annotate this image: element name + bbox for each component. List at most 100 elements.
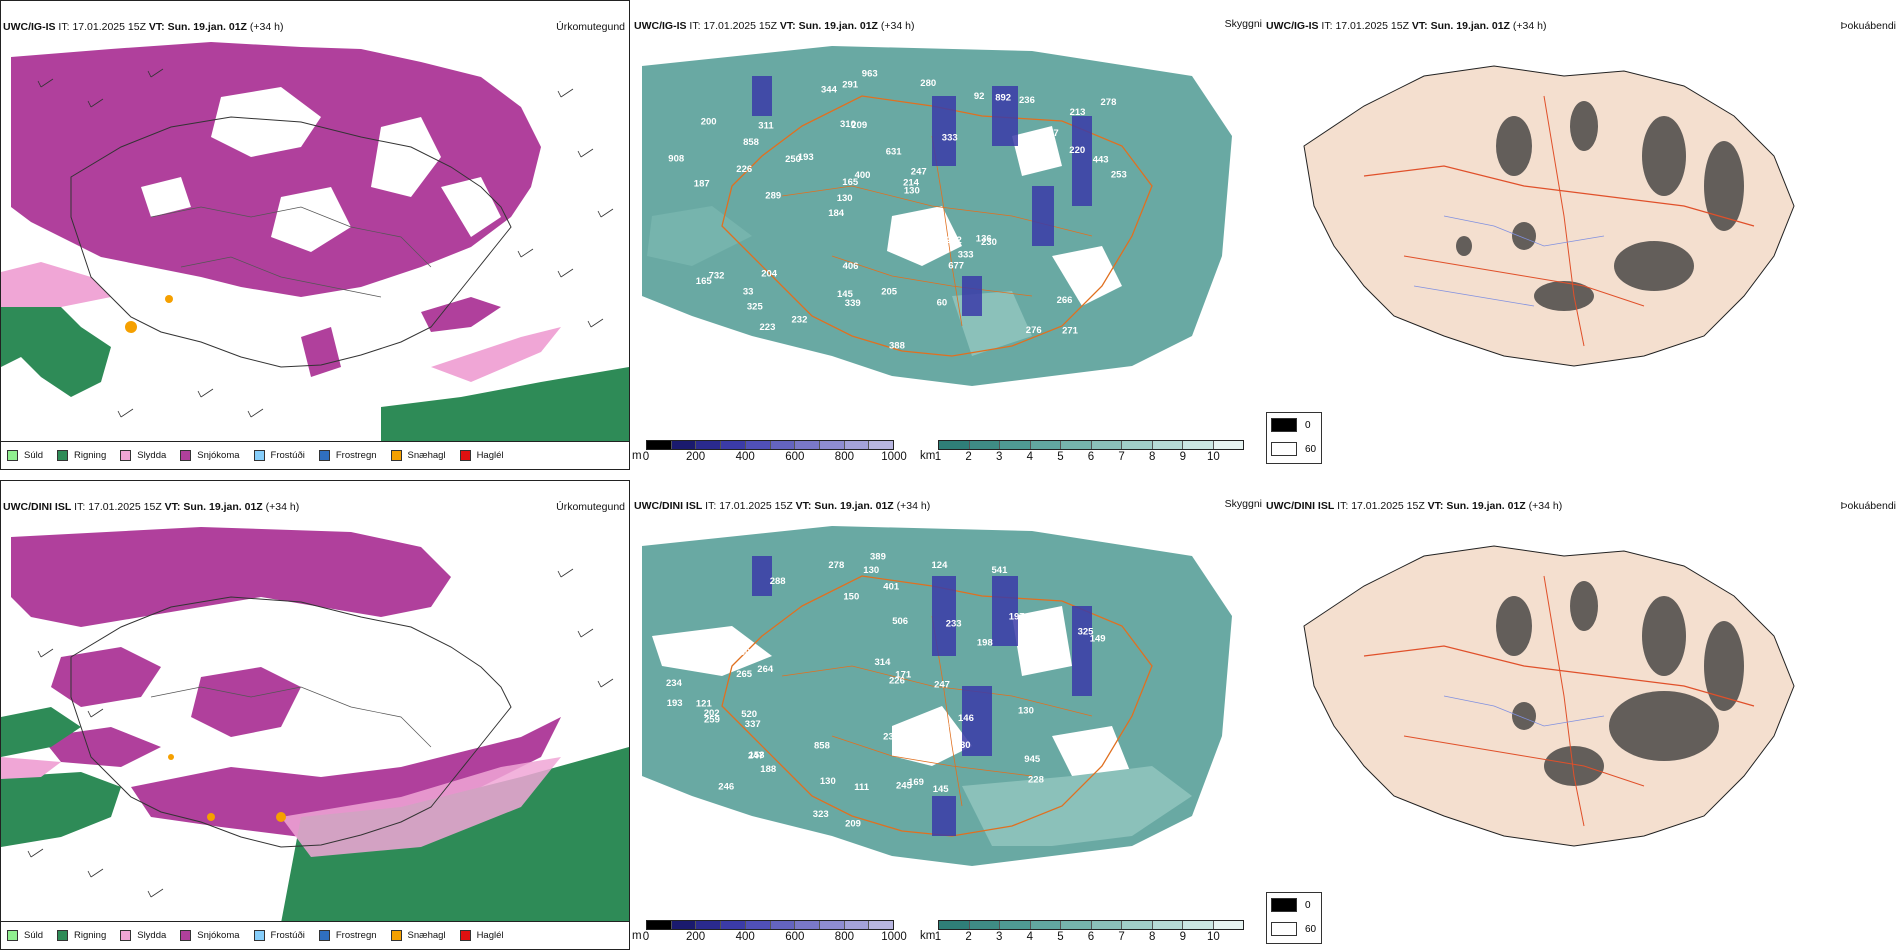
cloud-base-value: 266	[1057, 295, 1073, 306]
colorbar-ticks: 1 2 3 4 5 6 7 8 9 10	[935, 931, 1244, 947]
cloud-base-value: 146	[897, 736, 913, 747]
colorbar-swatch	[819, 441, 845, 449]
it-label: IT:	[74, 501, 86, 513]
cloud-base-value: 130	[820, 776, 836, 787]
panel-name: Úrkomutegund	[556, 501, 625, 513]
cloud-base-value: 197	[1009, 612, 1025, 623]
cloud-base-value: 165	[842, 177, 859, 188]
init-time: 17.01.2025 15Z	[1335, 20, 1409, 32]
cloud-base-value: 234	[666, 678, 683, 689]
colorbar-tick: 3	[995, 931, 1003, 943]
legend-item: Frostregn	[318, 930, 377, 941]
cloud-base-value: 858	[743, 137, 759, 148]
colorbar-swatch	[969, 441, 1000, 449]
cloud-base-value: 33	[743, 287, 754, 298]
colorbar-ticks: 1 2 3 4 5 6 7 8 9 10	[934, 451, 1244, 467]
legend-label: Slydda	[137, 930, 167, 941]
precip-legend: Súld Rigning Slydda Snjókoma Frostúði Frostre…	[1, 921, 629, 949]
legend-item: Rigning	[57, 450, 106, 461]
precip-map	[1, 517, 629, 923]
colorbar-swatch	[696, 441, 722, 449]
cloud-base-value: 235	[883, 731, 900, 742]
colorbar-unit: km	[920, 930, 936, 942]
model-name: UWC/DINI ISL	[634, 500, 703, 512]
colorbar-tick: 5	[1057, 451, 1064, 463]
fog-legend-row: 60	[1267, 917, 1321, 941]
cloud-base-value: 389	[870, 552, 886, 563]
precip-type-panel: UWC/DINI ISL IT: 17.01.2025 15Z VT: Sun.…	[0, 480, 630, 950]
colorbar-tick: 2	[965, 931, 972, 943]
vt-label: VT:	[779, 20, 796, 32]
cloud-base-value: 406	[843, 261, 859, 272]
colorbar-swatch	[1000, 441, 1031, 449]
cloud-base-value: 245	[896, 781, 913, 792]
legend-swatch	[390, 450, 402, 461]
legend-item: Frostregn	[318, 450, 377, 461]
cloud-base-value: 858	[814, 741, 830, 752]
cloud-base-value: 205	[881, 287, 898, 298]
colorbar-swatches	[938, 440, 1244, 450]
cloud-base-value: 246	[718, 781, 734, 792]
colorbar-swatch	[1152, 441, 1183, 449]
legend-swatch	[120, 450, 132, 461]
cloud-base-value: 291	[842, 79, 859, 90]
colorbar-tick: 3	[995, 451, 1003, 463]
row-ig-is: UWC/IG-IS IT: 17.01.2025 15Z VT: Sun. 19…	[0, 0, 1900, 470]
cloud-base-value: 232	[792, 315, 808, 326]
colorbar-tick: 200	[686, 451, 706, 463]
colorbar-swatch	[696, 921, 722, 929]
legend-swatch	[57, 930, 69, 941]
colorbar-swatches	[938, 920, 1244, 930]
legend-label: Snjókoma	[197, 450, 240, 461]
panel-name: Þokuábendi	[1840, 20, 1896, 32]
colorbar-tick: 9	[1179, 451, 1186, 463]
cloud-base-value: 130	[837, 193, 853, 204]
valid-time: Sun. 19.jan. 01Z	[814, 500, 894, 512]
cloud-base-value: 520	[741, 709, 757, 720]
cloud-base-value: 202	[704, 708, 720, 719]
colorbar-tick: 400	[735, 451, 755, 463]
colorbar-unit: km	[920, 450, 936, 462]
cloud-base-value: 92	[974, 91, 985, 102]
vt-label: VT:	[1427, 500, 1444, 512]
cloud-base-value: 311	[758, 120, 774, 131]
cloud-base-value: 200	[701, 117, 717, 128]
colorbar-swatch	[1061, 441, 1092, 449]
model-name: UWC/IG-IS	[1266, 20, 1319, 32]
colorbar-swatch	[671, 441, 697, 449]
colorbar-swatch	[745, 921, 771, 929]
colorbar-swatch	[969, 921, 1000, 929]
cloud-base-value: 214	[903, 178, 920, 189]
vt-label: VT:	[795, 500, 812, 512]
colorbar-swatch	[795, 921, 820, 929]
colorbar-tick: 1	[934, 451, 942, 463]
colorbar-cloud-base: 0 200 400 600 800 1000 m	[632, 440, 907, 470]
cloud-base-value: 230	[981, 237, 997, 248]
cloud-base-value: 226	[889, 676, 905, 687]
legend-item: Snjókoma	[180, 450, 240, 461]
fog-legend-label: 60	[1305, 443, 1317, 455]
cloud-base-value: 945	[1024, 754, 1041, 765]
cloud-base-value: 278	[1101, 97, 1117, 108]
cloud-base-value: 703	[939, 720, 955, 731]
cloud-base-value: 259	[704, 715, 720, 726]
cloud-base-value: 333	[958, 249, 974, 260]
colorbar-swatch	[1030, 441, 1061, 449]
cloud-base-value: 209	[851, 120, 867, 131]
colorbar-swatch	[844, 921, 870, 929]
precip-type-panel: UWC/IG-IS IT: 17.01.2025 15Z VT: Sun. 19…	[0, 0, 630, 470]
legend-label: Frostregn	[335, 450, 377, 461]
cloud-base-value: 963	[862, 69, 878, 80]
colorbar-swatch	[671, 921, 697, 929]
colorbar-unit: m	[632, 930, 642, 942]
cloud-base-value: 60	[937, 298, 948, 309]
colorbar-tick: 600	[785, 451, 805, 463]
colorbar-ticks: 0 200 400 600 800 1000	[643, 931, 907, 947]
colorbar-tick: 0	[642, 451, 650, 463]
fog-legend-row: 0	[1267, 413, 1321, 437]
cloud-base-value: 310	[840, 119, 856, 130]
cloud-base-value: 130	[1018, 705, 1034, 716]
init-time: 17.01.2025 15Z	[703, 20, 777, 32]
colorbar-swatch	[1091, 441, 1122, 449]
colorbar-swatch	[1030, 921, 1061, 929]
